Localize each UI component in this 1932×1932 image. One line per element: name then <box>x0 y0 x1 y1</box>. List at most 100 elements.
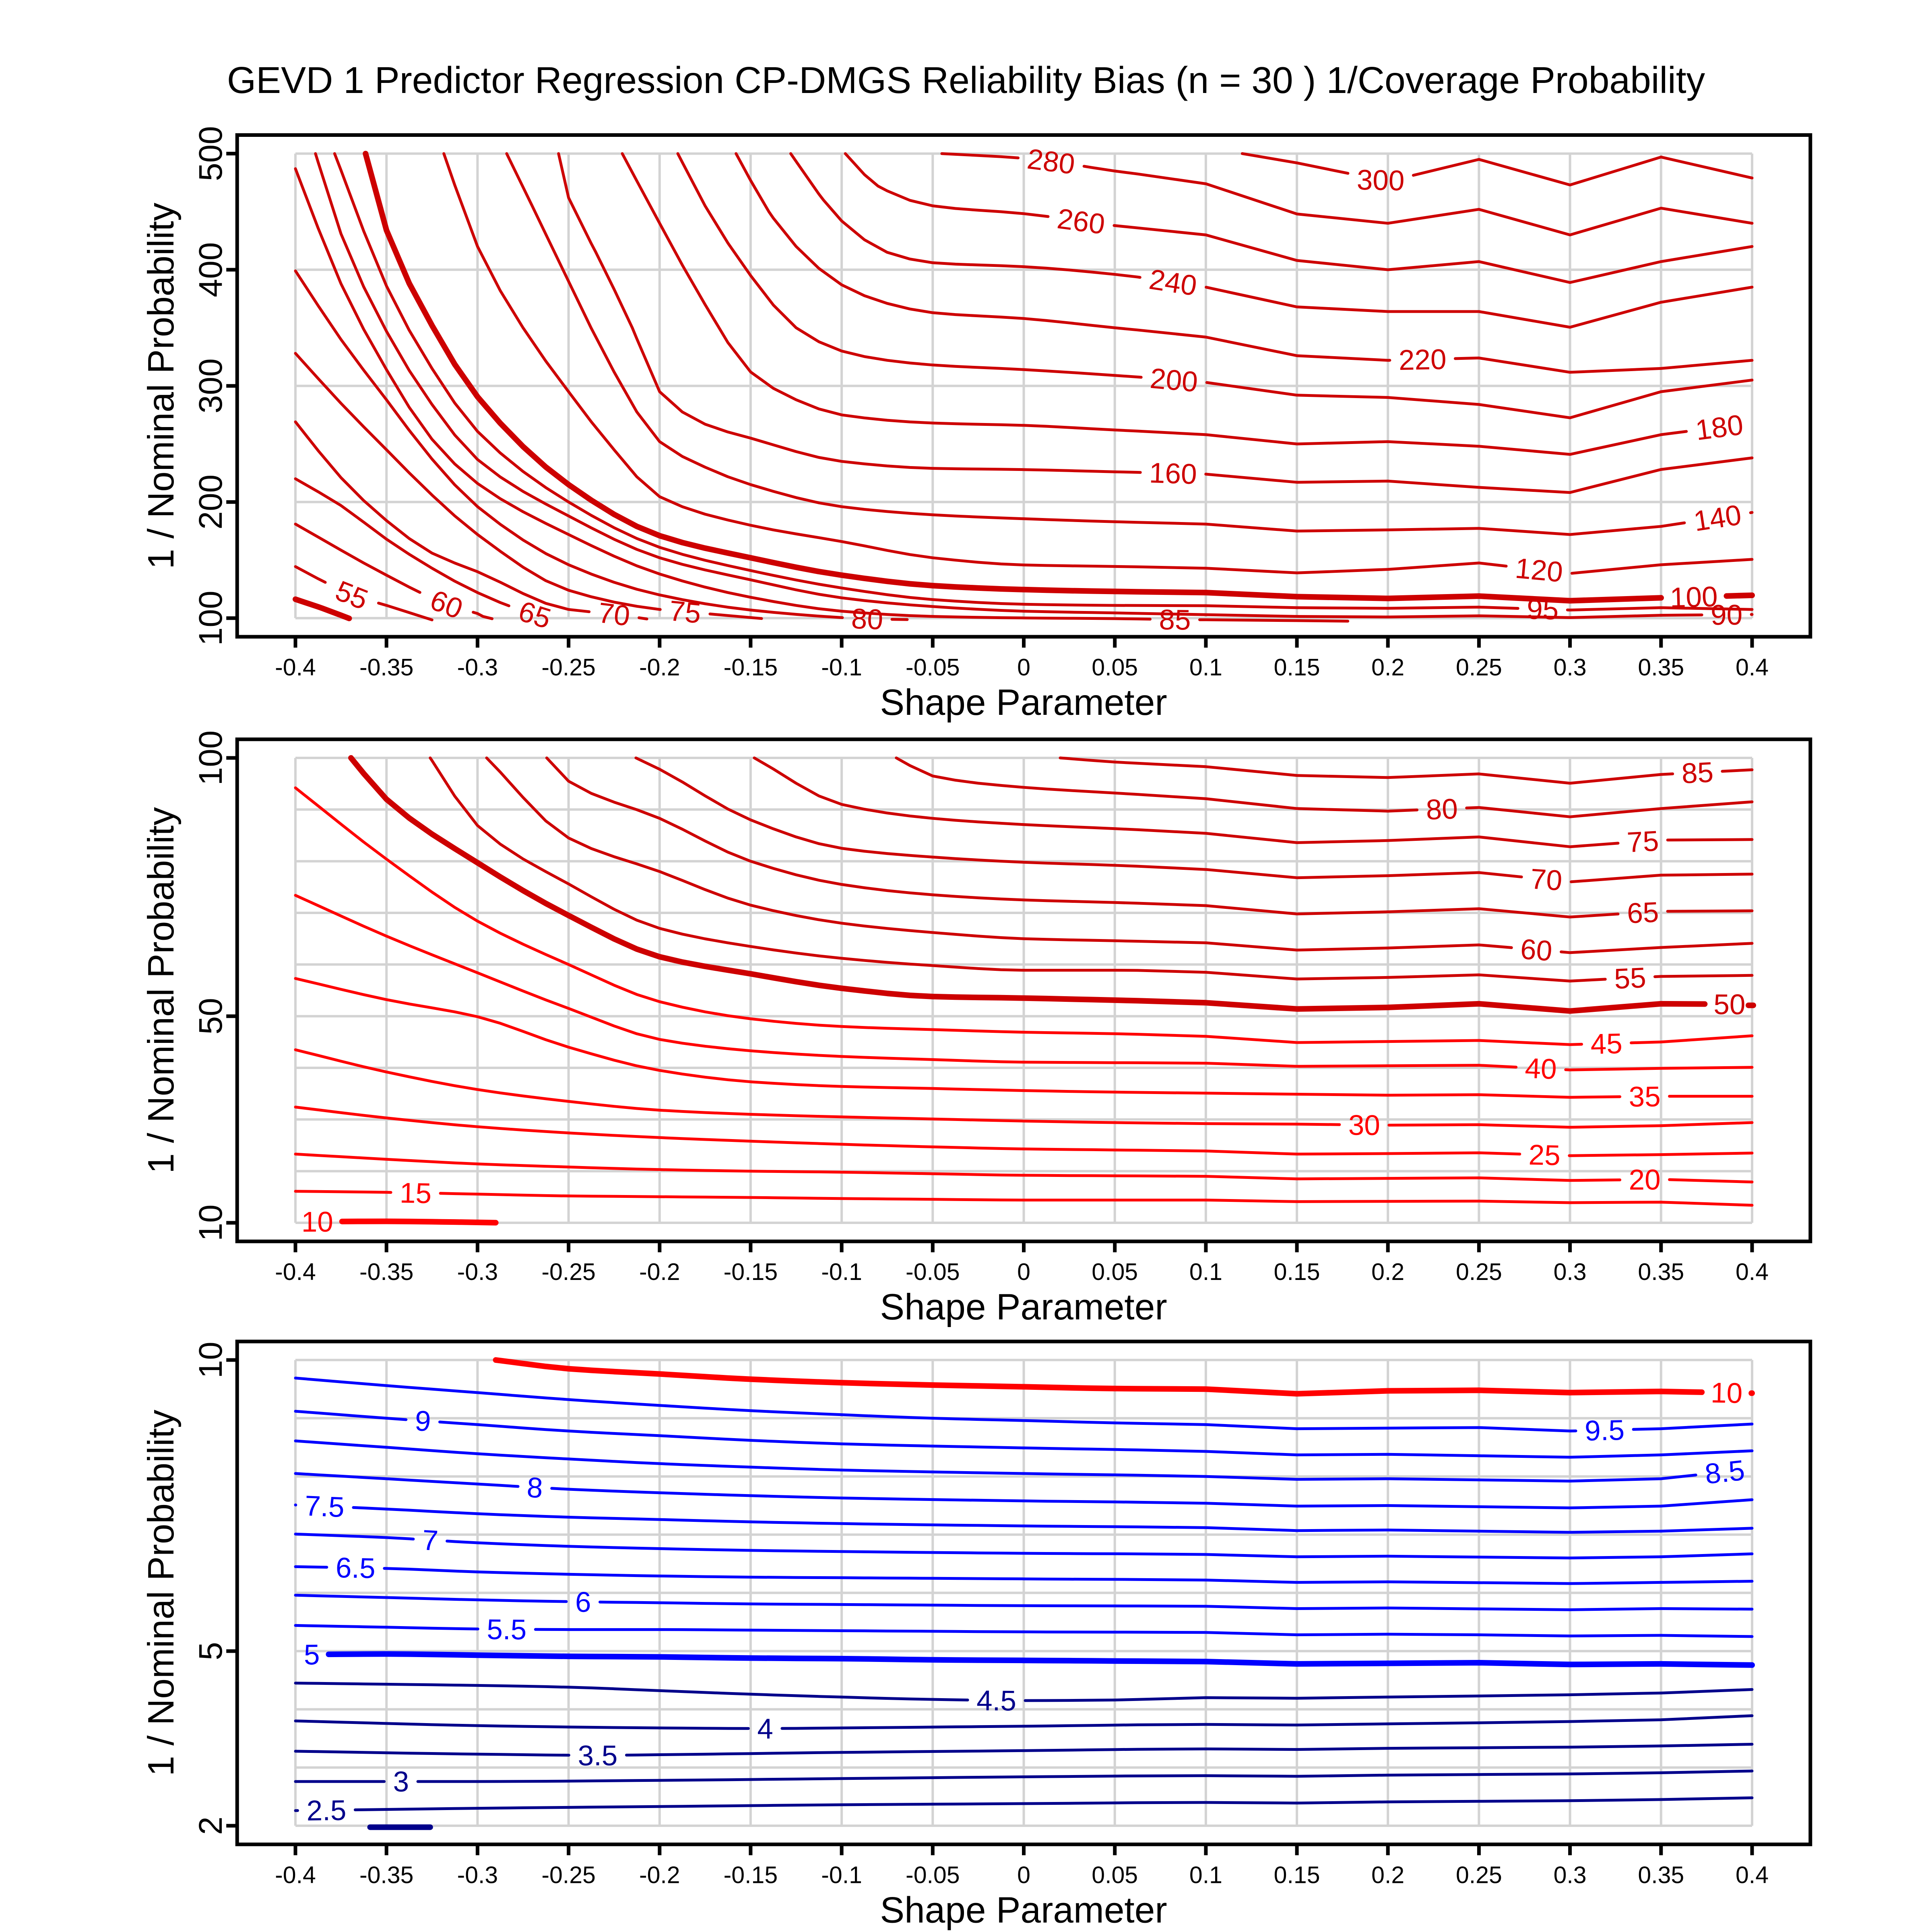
svg-text:0.35: 0.35 <box>1638 654 1684 681</box>
svg-text:3: 3 <box>393 1766 409 1798</box>
svg-text:0.25: 0.25 <box>1456 1259 1502 1285</box>
svg-text:0.1: 0.1 <box>1189 654 1222 681</box>
svg-text:55: 55 <box>1614 962 1647 995</box>
svg-text:80: 80 <box>1425 793 1458 826</box>
svg-text:260: 260 <box>1055 203 1107 241</box>
svg-text:-0.2: -0.2 <box>639 1862 680 1888</box>
svg-text:-0.35: -0.35 <box>359 1862 413 1888</box>
svg-text:300: 300 <box>1356 164 1405 197</box>
svg-text:280: 280 <box>1026 143 1077 181</box>
svg-text:-0.1: -0.1 <box>821 1862 862 1888</box>
svg-text:0.3: 0.3 <box>1554 1862 1587 1888</box>
svg-text:-0.4: -0.4 <box>275 1862 316 1888</box>
svg-text:0: 0 <box>1017 654 1030 681</box>
svg-text:5: 5 <box>304 1639 320 1671</box>
svg-text:0.25: 0.25 <box>1456 1862 1502 1888</box>
svg-text:6: 6 <box>575 1586 591 1618</box>
svg-text:45: 45 <box>1590 1028 1623 1061</box>
svg-text:0.1: 0.1 <box>1189 1259 1222 1285</box>
svg-text:1 / Nominal Probability: 1 / Nominal Probability <box>141 202 182 569</box>
svg-text:-0.15: -0.15 <box>724 1862 778 1888</box>
svg-text:0.4: 0.4 <box>1736 1862 1769 1888</box>
svg-text:4: 4 <box>757 1713 773 1745</box>
svg-text:-0.3: -0.3 <box>457 1259 498 1285</box>
svg-text:500: 500 <box>192 126 229 181</box>
svg-text:200: 200 <box>192 475 229 530</box>
svg-text:40: 40 <box>1524 1053 1557 1086</box>
svg-text:9.5: 9.5 <box>1584 1414 1624 1447</box>
svg-text:1 / Nominal Probability: 1 / Nominal Probability <box>141 807 182 1174</box>
svg-text:GEVD 1 Predictor Regression CP: GEVD 1 Predictor Regression CP-DMGS Reli… <box>227 59 1705 101</box>
svg-text:10: 10 <box>1710 1377 1742 1410</box>
svg-text:6.5: 6.5 <box>335 1552 376 1585</box>
svg-text:2: 2 <box>192 1816 229 1835</box>
svg-text:85: 85 <box>1159 604 1191 636</box>
svg-text:-0.25: -0.25 <box>541 654 595 681</box>
svg-text:0.1: 0.1 <box>1189 1862 1222 1888</box>
svg-text:-0.15: -0.15 <box>724 1259 778 1285</box>
svg-text:5: 5 <box>192 1642 229 1660</box>
svg-text:10: 10 <box>301 1206 333 1238</box>
svg-text:0.35: 0.35 <box>1638 1862 1684 1888</box>
svg-text:-0.2: -0.2 <box>639 1259 680 1285</box>
svg-text:-0.05: -0.05 <box>906 1862 960 1888</box>
svg-text:50: 50 <box>192 998 229 1034</box>
svg-text:0.4: 0.4 <box>1736 654 1769 681</box>
svg-text:70: 70 <box>1530 863 1563 897</box>
svg-text:100: 100 <box>192 731 229 786</box>
svg-text:85: 85 <box>1681 756 1714 790</box>
svg-text:10: 10 <box>192 1204 229 1241</box>
svg-text:Shape Parameter: Shape Parameter <box>880 1890 1167 1930</box>
svg-text:300: 300 <box>192 358 229 413</box>
svg-text:-0.15: -0.15 <box>724 654 778 681</box>
svg-text:7.5: 7.5 <box>304 1490 345 1523</box>
svg-text:8.5: 8.5 <box>1703 1454 1746 1490</box>
svg-text:180: 180 <box>1694 409 1745 446</box>
svg-text:0.15: 0.15 <box>1274 1259 1320 1285</box>
svg-text:0.05: 0.05 <box>1092 1862 1138 1888</box>
svg-text:15: 15 <box>399 1177 431 1210</box>
svg-text:100: 100 <box>1670 581 1718 614</box>
svg-text:9: 9 <box>414 1405 432 1438</box>
svg-text:0.3: 0.3 <box>1554 1259 1587 1285</box>
svg-text:0.2: 0.2 <box>1371 654 1404 681</box>
svg-text:4.5: 4.5 <box>976 1685 1016 1717</box>
svg-text:-0.35: -0.35 <box>359 1259 413 1285</box>
svg-text:140: 140 <box>1692 499 1744 538</box>
svg-text:30: 30 <box>1348 1109 1381 1141</box>
svg-text:-0.25: -0.25 <box>541 1259 595 1285</box>
svg-text:0.4: 0.4 <box>1736 1259 1769 1285</box>
svg-text:1 / Nominal Probability: 1 / Nominal Probability <box>141 1410 182 1776</box>
svg-text:65: 65 <box>1626 896 1660 930</box>
svg-text:Shape Parameter: Shape Parameter <box>880 682 1167 723</box>
svg-text:60: 60 <box>1519 933 1554 968</box>
svg-text:240: 240 <box>1147 264 1199 302</box>
svg-text:-0.25: -0.25 <box>541 1862 595 1888</box>
svg-text:50: 50 <box>1713 989 1745 1020</box>
svg-text:120: 120 <box>1514 553 1564 588</box>
svg-text:0.15: 0.15 <box>1274 1862 1320 1888</box>
svg-text:400: 400 <box>192 242 229 297</box>
svg-text:0.2: 0.2 <box>1371 1259 1404 1285</box>
svg-text:0.35: 0.35 <box>1638 1259 1684 1285</box>
svg-text:0.05: 0.05 <box>1092 1259 1138 1285</box>
svg-text:0.05: 0.05 <box>1092 654 1138 681</box>
svg-text:-0.3: -0.3 <box>457 654 498 681</box>
svg-text:220: 220 <box>1398 344 1447 376</box>
svg-text:-0.2: -0.2 <box>639 654 680 681</box>
svg-text:10: 10 <box>192 1342 229 1378</box>
svg-text:-0.4: -0.4 <box>275 1259 316 1285</box>
svg-text:0.15: 0.15 <box>1274 654 1320 681</box>
svg-text:-0.1: -0.1 <box>821 1259 862 1285</box>
svg-text:0.2: 0.2 <box>1371 1862 1404 1888</box>
svg-text:0.3: 0.3 <box>1554 654 1587 681</box>
svg-text:7: 7 <box>421 1524 439 1557</box>
svg-text:200: 200 <box>1149 363 1199 398</box>
svg-text:-0.1: -0.1 <box>821 654 862 681</box>
svg-text:-0.05: -0.05 <box>906 654 960 681</box>
svg-text:80: 80 <box>851 603 884 636</box>
svg-text:90: 90 <box>1711 599 1743 632</box>
svg-text:-0.05: -0.05 <box>906 1259 960 1285</box>
svg-text:Shape Parameter: Shape Parameter <box>880 1287 1167 1327</box>
svg-text:2.5: 2.5 <box>306 1795 347 1827</box>
